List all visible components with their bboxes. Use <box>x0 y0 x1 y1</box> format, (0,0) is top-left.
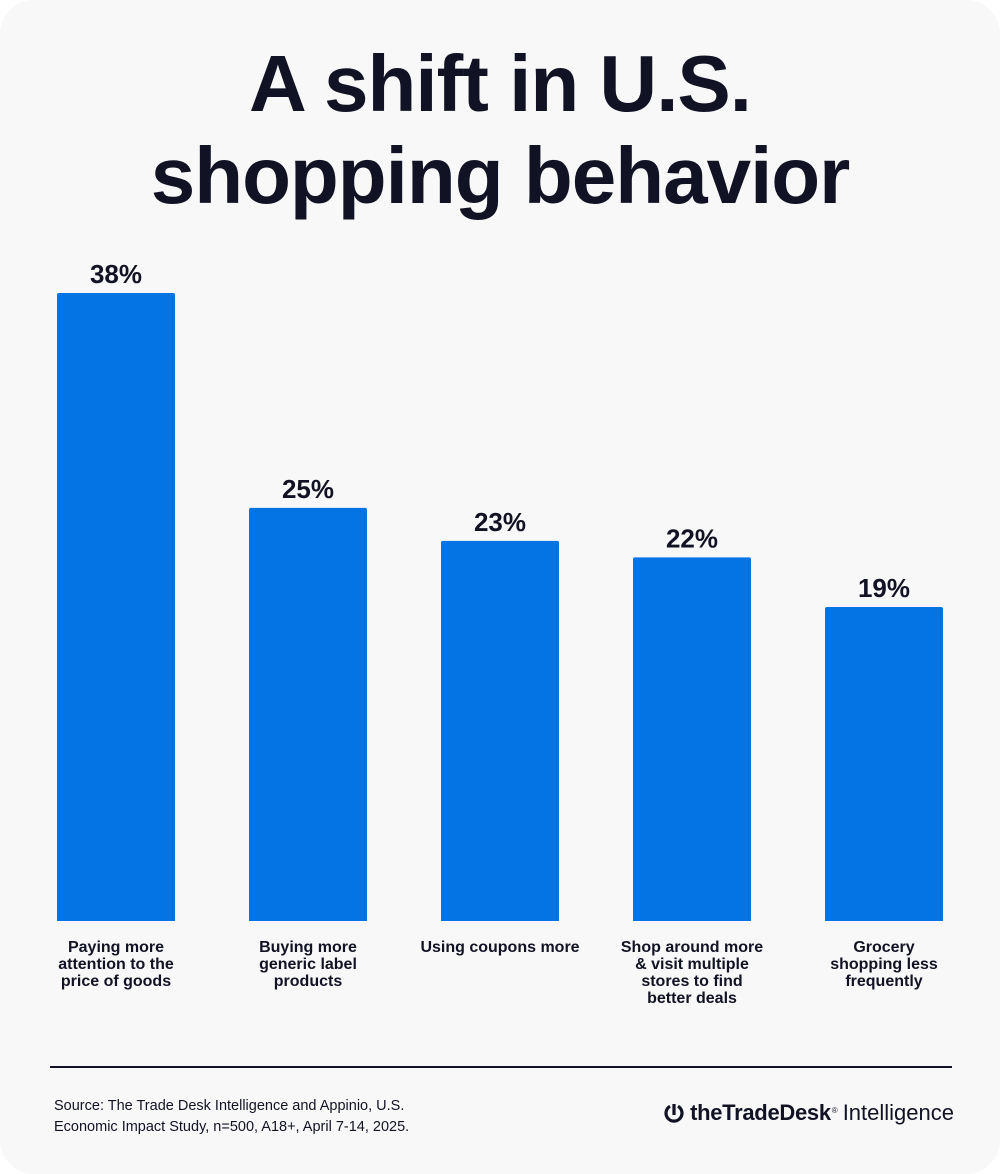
category-label-5: Grocery shopping less frequently <box>794 939 974 990</box>
source-line-1: Source: The Trade Desk Intelligence and … <box>54 1098 405 1114</box>
bar-5 <box>825 607 943 921</box>
source-note: Source: The Trade Desk Intelligence and … <box>54 1096 514 1138</box>
category-label-5-line-2: shopping less <box>830 956 938 973</box>
trade-desk-logo-icon <box>664 1104 684 1123</box>
value-label-4: 22% <box>666 523 718 553</box>
bar-1 <box>57 293 175 921</box>
source-line-2: Economic Impact Study, n=500, A18+, Apri… <box>54 1119 410 1135</box>
brand-trademark: ® <box>831 1106 838 1115</box>
category-label-2: Buying more generic label products <box>218 939 398 990</box>
category-label-4-line-2: & visit multiple <box>635 956 749 973</box>
value-label-2: 25% <box>282 474 334 504</box>
brand-suffix: Intelligence <box>842 1100 954 1125</box>
value-label-1: 38% <box>90 259 142 289</box>
bar-3 <box>441 540 559 921</box>
category-label-2-line-1: Buying more <box>259 939 357 956</box>
brand-name: theTradeDesk <box>690 1100 831 1125</box>
category-label-5-line-3: frequently <box>845 973 923 990</box>
category-label-5-line-1: Grocery <box>853 939 915 956</box>
category-label-1-line-3: price of goods <box>60 973 172 990</box>
bar-2 <box>249 507 367 921</box>
category-label-1: Paying more attention to the price of good… <box>26 939 206 990</box>
brand-logo: theTradeDesk ® Intelligence <box>664 1098 954 1128</box>
bar-4 <box>633 557 751 921</box>
category-label-3-line-1: Using coupons more <box>420 939 580 956</box>
category-label-4-line-4: better deals <box>647 990 737 1007</box>
value-label-3: 23% <box>474 507 526 537</box>
category-label-4-line-1: Shop around more <box>620 939 764 956</box>
category-label-1-line-2: attention to the <box>58 956 174 973</box>
chart-title: A shift in U.S. shopping behavior <box>0 38 1000 222</box>
chart-title-line-2: shopping behavior <box>150 131 851 220</box>
chart-title-line-1: A shift in U.S. <box>248 39 752 128</box>
category-label-1-line-1: Paying more <box>67 939 165 956</box>
footer-divider <box>50 1066 952 1068</box>
category-label-2-line-2: generic label <box>259 956 357 973</box>
category-label-4: Shop around more & visit multiple stores t… <box>602 939 782 1007</box>
category-label-3: Using coupons more <box>410 939 590 956</box>
category-label-2-line-3: products <box>273 973 343 990</box>
category-label-4-line-3: stores to find <box>641 973 743 990</box>
value-label-5: 19% <box>858 573 910 603</box>
